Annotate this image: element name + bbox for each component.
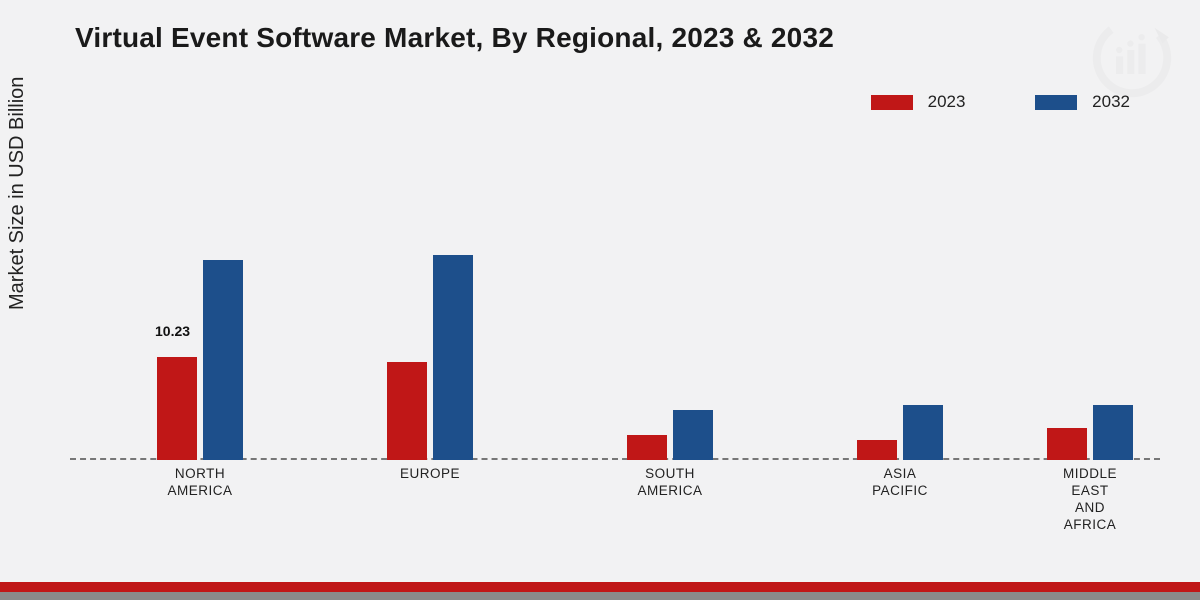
brand-logo <box>1092 18 1172 98</box>
legend-swatch <box>871 95 913 110</box>
bar <box>1093 405 1133 460</box>
plot-area: 10.23 <box>70 150 1160 460</box>
legend-item: 2032 <box>1035 92 1130 112</box>
chart-title: Virtual Event Software Market, By Region… <box>75 22 834 54</box>
legend-item: 2023 <box>871 92 966 112</box>
bar-value-label: 10.23 <box>155 323 190 339</box>
x-tick-label: SOUTHAMERICA <box>610 466 730 500</box>
bar <box>857 440 897 460</box>
bar <box>157 357 197 460</box>
x-tick-label: EUROPE <box>370 466 490 483</box>
y-axis-label: Market Size in USD Billion <box>6 77 29 310</box>
bar <box>673 410 713 460</box>
footer-red <box>0 582 1200 592</box>
footer-grey <box>0 592 1200 600</box>
bar <box>433 255 473 460</box>
legend: 2023 2032 <box>871 92 1130 112</box>
bar <box>627 435 667 460</box>
chart-canvas: { "title": "Virtual Event Software Marke… <box>0 0 1200 600</box>
legend-label: 2032 <box>1092 92 1130 111</box>
bar <box>1047 428 1087 460</box>
footer-stripe <box>0 582 1200 600</box>
bar <box>903 405 943 460</box>
x-tick-label: MIDDLEEASTANDAFRICA <box>1030 466 1150 534</box>
legend-label: 2023 <box>928 92 966 111</box>
x-tick-label: NORTHAMERICA <box>140 466 260 500</box>
legend-swatch <box>1035 95 1077 110</box>
bar <box>203 260 243 460</box>
x-tick-label: ASIAPACIFIC <box>840 466 960 500</box>
bar <box>387 362 427 460</box>
